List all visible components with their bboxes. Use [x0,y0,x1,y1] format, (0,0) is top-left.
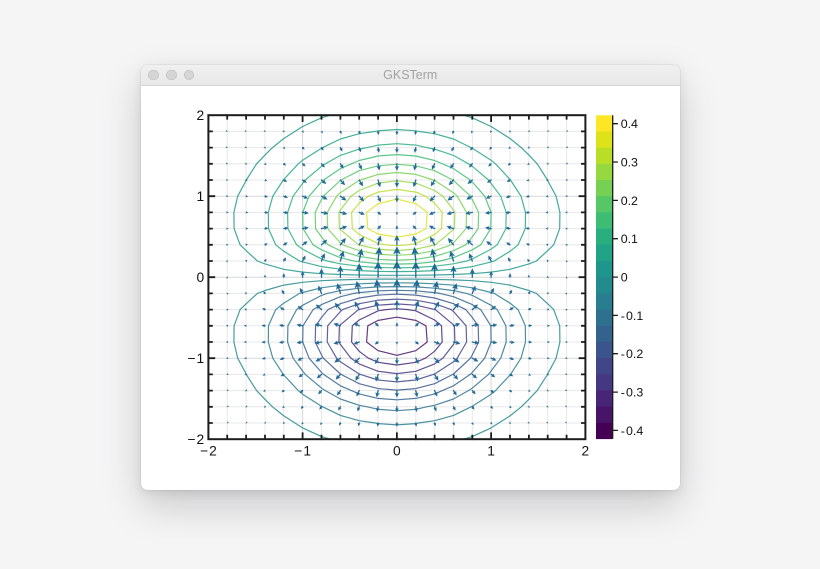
svg-text:−1: −1 [294,444,311,459]
svg-text:0.2: 0.2 [621,194,638,208]
svg-text:−2: −2 [187,432,204,447]
svg-text:2: 2 [582,444,590,459]
svg-text:-0.3: -0.3 [621,386,644,400]
svg-text:0: 0 [393,444,401,459]
svg-text:0: 0 [621,271,628,285]
svg-text:-0.1: -0.1 [621,309,644,323]
svg-text:−2: −2 [200,444,217,459]
svg-text:1: 1 [197,189,205,204]
svg-text:0.1: 0.1 [621,232,638,246]
svg-text:0.3: 0.3 [621,156,638,170]
svg-text:1: 1 [487,444,495,459]
svg-text:-0.2: -0.2 [621,347,644,361]
svg-text:0.4: 0.4 [621,117,638,131]
svg-text:−1: −1 [187,351,204,366]
svg-text:2: 2 [197,108,205,123]
svg-text:0: 0 [197,270,205,285]
svg-text:-0.4: -0.4 [621,424,644,438]
